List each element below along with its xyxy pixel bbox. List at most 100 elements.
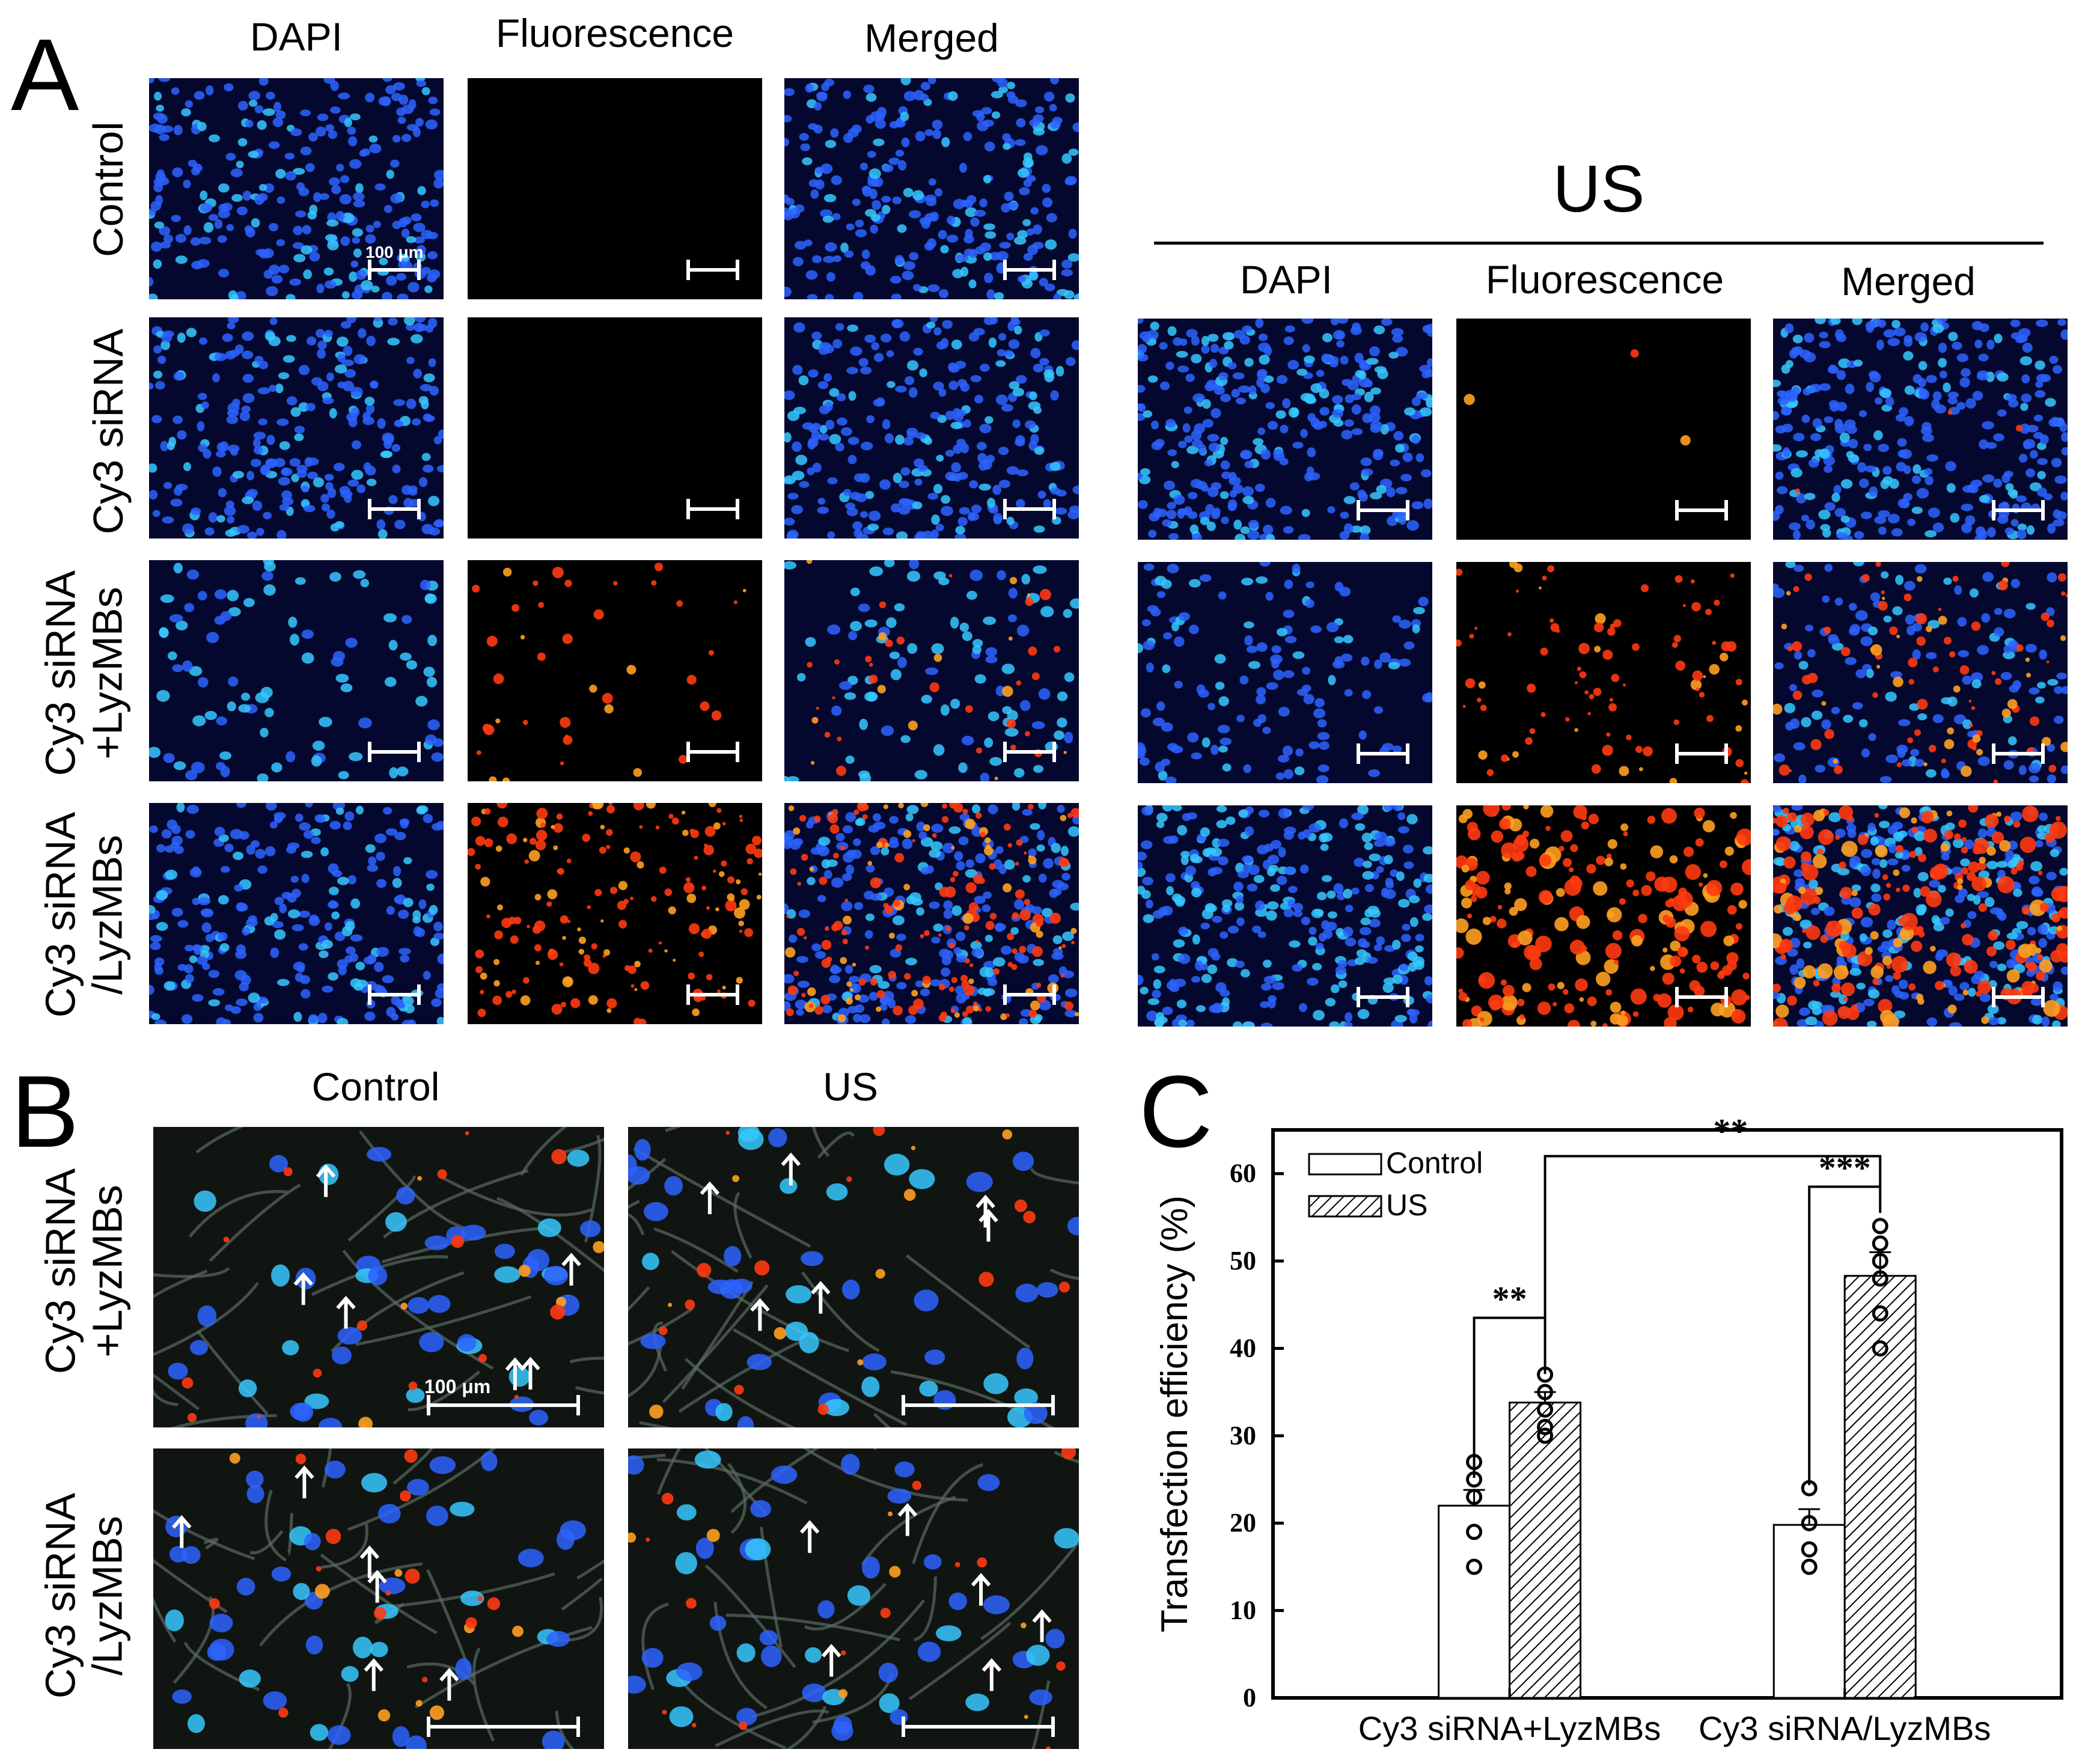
a-us-cy3-sirna-slash-lyzmbs-dapi-image — [1138, 805, 1432, 1027]
transfection-efficiency-chart: 0 10 20 30 40 50 60 Transfection efficiency (%)… — [1154, 1112, 2063, 1747]
bar-us-1 — [1843, 1275, 1917, 1699]
a-control-control-dapi-image: 100 μm — [149, 78, 444, 299]
scale-bar — [1003, 742, 1056, 762]
a-us-cy3-sirna-slash-lyzmbs-merged-image — [1773, 805, 2068, 1027]
a-control-cy3-sirna-plus-lyzmbs-fluorescence-image — [468, 560, 762, 781]
scale-bar — [1675, 987, 1728, 1007]
significance-bracket — [1473, 1316, 1546, 1478]
data-point — [1466, 1489, 1483, 1506]
scale-bar — [1675, 743, 1728, 764]
b-col-header-control: Control — [311, 1064, 440, 1109]
scale-bar — [902, 1717, 1055, 1737]
scale-bar — [1003, 499, 1056, 519]
significance-stars: *** — [1819, 1149, 1871, 1188]
a-us-cy3-sirna-fluorescence-image — [1456, 319, 1751, 540]
legend-label: US — [1386, 1188, 1427, 1222]
scale-bar — [368, 742, 421, 762]
significance-bracket — [1543, 1155, 1882, 1318]
data-point — [1801, 1515, 1818, 1531]
scale-bar — [368, 984, 421, 1005]
b-control-cy3-sirna-slash-lyzmbs-image — [153, 1448, 604, 1749]
data-point — [1466, 1524, 1483, 1540]
a-control-cy3-sirna-slash-lyzmbs-merged-image — [784, 803, 1079, 1024]
scale-bar — [686, 742, 739, 762]
panel-c-label: C — [1139, 1055, 1213, 1169]
b-row-label-slash: Cy3 siRNA/LyzMBs — [37, 1492, 131, 1699]
a-control-cy3-sirna-plus-lyzmbs-dapi-image — [149, 560, 444, 781]
scale-bar — [686, 499, 739, 519]
b-row-label-plus: Cy3 siRNA +LyzMBs — [37, 1168, 131, 1375]
us-col-header-dapi: DAPI — [1239, 257, 1333, 302]
data-point — [1537, 1418, 1554, 1435]
significance-stars: ** — [1713, 1112, 1748, 1151]
y-tick-label: 50 — [1230, 1246, 1256, 1275]
scale-bar — [1003, 260, 1056, 280]
col-header-merged: Merged — [864, 16, 999, 60]
a-control-cy3-sirna-slash-lyzmbs-dapi-image — [149, 803, 444, 1024]
y-tick-label: 60 — [1230, 1159, 1256, 1188]
data-point — [1872, 1270, 1888, 1287]
y-tick-label: 0 — [1243, 1683, 1256, 1712]
y-tick-label: 40 — [1230, 1333, 1256, 1363]
data-point — [1872, 1218, 1888, 1234]
scale-bar — [1357, 987, 1409, 1007]
a-us-cy3-sirna-plus-lyzmbs-fluorescence-image — [1456, 562, 1751, 783]
scale-bar-label: 100 μm — [424, 1376, 491, 1397]
scale-bar — [1992, 987, 2045, 1007]
scale-bar — [902, 1395, 1055, 1415]
data-point — [1872, 1305, 1888, 1322]
x-category-label: Cy3 siRNA+LyzMBs — [1358, 1709, 1661, 1747]
legend-label: Control — [1386, 1146, 1483, 1180]
a-control-cy3-sirna-fluorescence-image — [468, 317, 762, 539]
data-point — [1872, 1235, 1888, 1252]
a-us-cy3-sirna-merged-image — [1773, 319, 2068, 540]
y-tick-label: 30 — [1230, 1421, 1256, 1450]
scale-bar — [1003, 984, 1056, 1005]
scale-bar — [368, 499, 421, 519]
significance-stars: ** — [1492, 1280, 1527, 1319]
scale-bar-label: 100 μm — [365, 243, 424, 261]
scale-bar — [1992, 743, 2045, 764]
legend-swatch — [1308, 1153, 1382, 1176]
a-control-cy3-sirna-merged-image — [784, 317, 1079, 539]
scale-bar — [1675, 500, 1728, 520]
a-us-cy3-sirna-dapi-image — [1138, 319, 1432, 540]
us-title: US — [1552, 152, 1645, 226]
panel-a-label: A — [11, 18, 79, 132]
bar-control-1 — [1772, 1524, 1846, 1699]
b-us-cy3-sirna-plus-lyzmbs-image — [628, 1127, 1079, 1427]
scale-bar — [1992, 500, 2045, 520]
y-tick-label: 10 — [1230, 1596, 1256, 1625]
bar-us-0 — [1509, 1402, 1582, 1699]
scale-bar — [368, 260, 421, 280]
data-point — [1801, 1558, 1818, 1575]
bar-control-0 — [1438, 1504, 1511, 1699]
scale-bar — [686, 984, 739, 1005]
panel-b-label: B — [11, 1055, 79, 1169]
significance-bracket — [1808, 1185, 1882, 1485]
plot-frame — [1271, 1128, 2063, 1700]
data-point — [1872, 1253, 1888, 1269]
a-control-cy3-sirna-plus-lyzmbs-merged-image — [784, 560, 1079, 781]
data-point — [1537, 1427, 1554, 1444]
legend-swatch — [1308, 1195, 1382, 1218]
b-us-cy3-sirna-slash-lyzmbs-image — [628, 1448, 1079, 1749]
a-control-control-fluorescence-image — [468, 78, 762, 299]
data-point — [1537, 1384, 1554, 1400]
row-label-cy3-sirna-slash-lyzmbs: Cy3 siRNA/LyzMBs — [37, 811, 131, 1018]
us-divider-line — [1154, 242, 2044, 245]
y-tick-label: 20 — [1230, 1508, 1256, 1537]
a-us-cy3-sirna-plus-lyzmbs-dapi-image — [1138, 562, 1432, 783]
a-us-cy3-sirna-plus-lyzmbs-merged-image — [1773, 562, 2068, 783]
data-point — [1872, 1340, 1888, 1357]
row-label-control: Control — [84, 121, 132, 257]
scale-bar — [427, 1395, 580, 1415]
scale-bar — [1357, 500, 1409, 520]
col-header-dapi: DAPI — [249, 14, 343, 59]
scale-bar — [427, 1717, 580, 1737]
x-category-label: Cy3 siRNA/LyzMBs — [1699, 1709, 1991, 1747]
data-point — [1801, 1541, 1818, 1558]
scale-bar — [686, 260, 739, 280]
row-label-cy3-sirna: Cy3 siRNA — [84, 328, 132, 535]
a-control-control-merged-image — [784, 78, 1079, 299]
